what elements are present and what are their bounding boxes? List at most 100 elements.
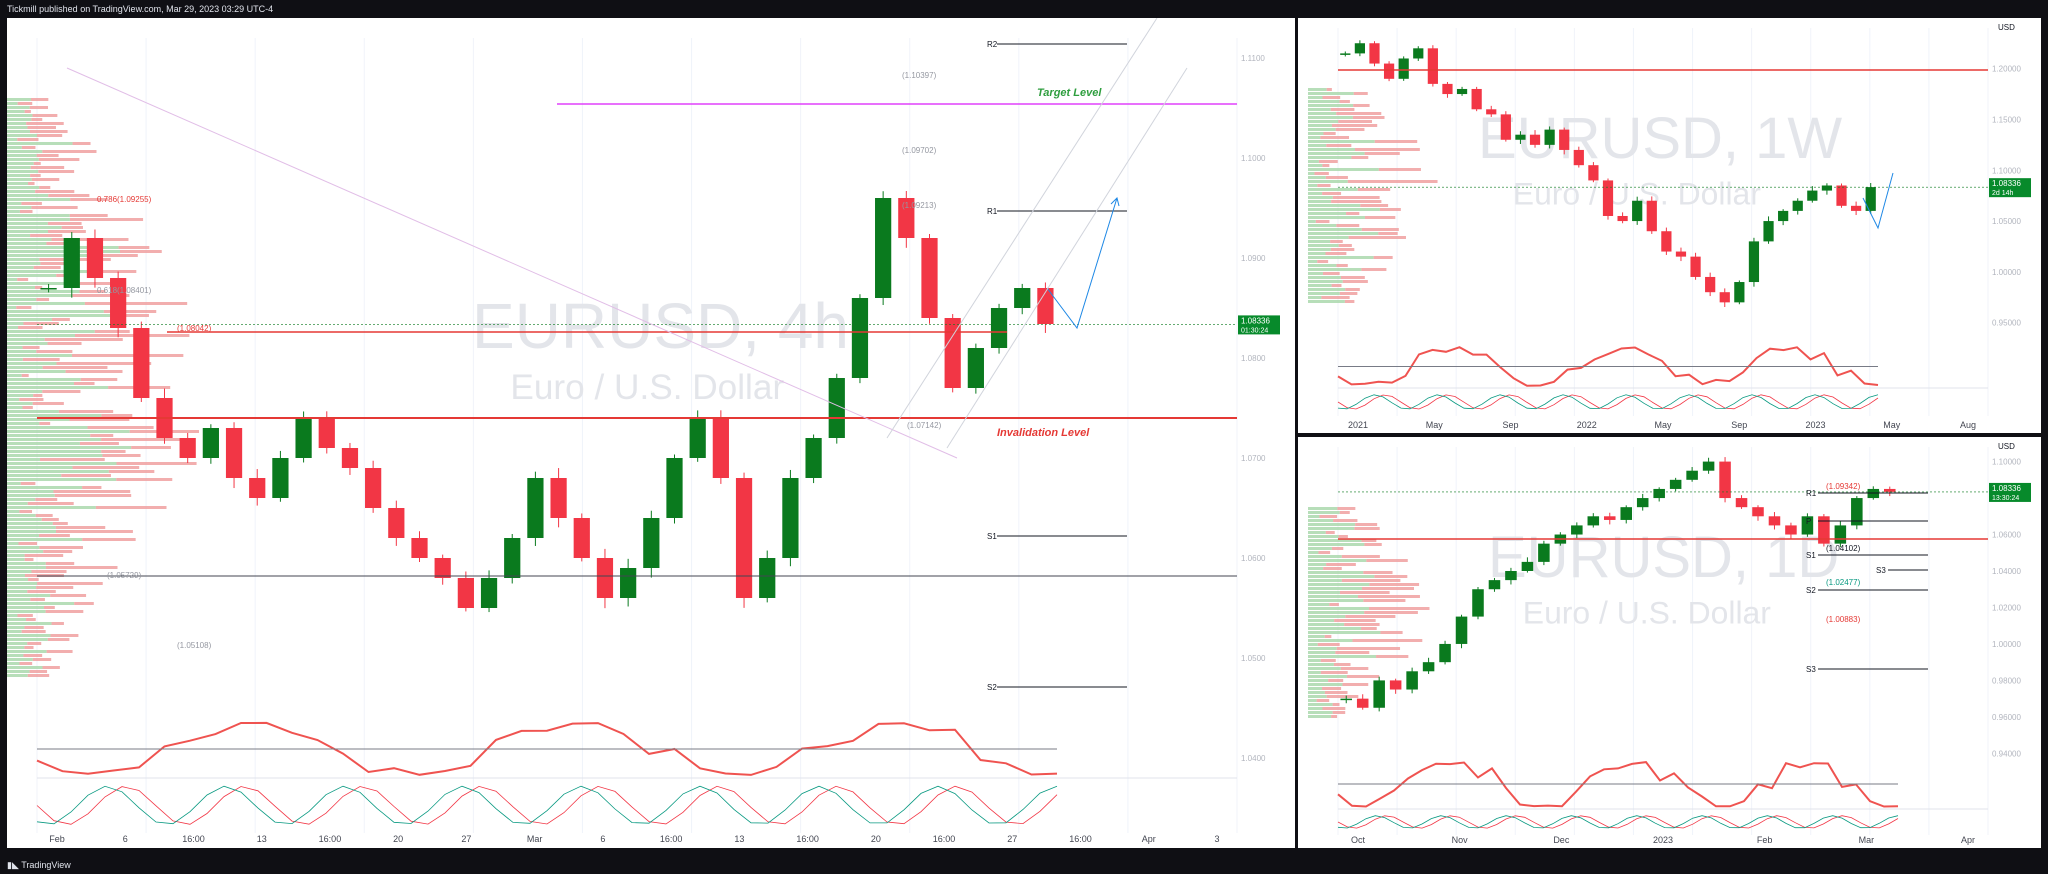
candle-body	[133, 328, 150, 398]
volume-profile-bar-down	[116, 462, 197, 465]
volume-profile-bar-up	[1308, 284, 1332, 287]
volume-profile-bar-up	[7, 518, 42, 521]
volume-profile-bar-down	[1331, 547, 1344, 550]
pivot-label: R2	[987, 40, 998, 49]
volume-profile-bar-up	[1308, 619, 1335, 622]
trendline	[66, 67, 958, 459]
fib-label: (1.09702)	[902, 146, 937, 155]
volume-profile-bar-up	[7, 606, 44, 609]
candle-body	[1602, 180, 1614, 216]
volume-profile-bar-up	[1308, 539, 1362, 542]
volume-profile-bar-up	[7, 286, 35, 289]
volume-profile-bar-down	[27, 502, 74, 505]
volume-profile-bar-up	[7, 246, 119, 249]
volume-profile-bar-up	[7, 130, 30, 133]
volume-profile-bar-up	[1308, 172, 1315, 175]
volume-profile-bar-down	[1364, 152, 1400, 155]
volume-profile-bar-up	[7, 482, 21, 485]
x-tick-label: Aug	[1960, 420, 1976, 430]
volume-profile-bar-down	[72, 294, 130, 297]
candle-body	[921, 238, 938, 318]
candle-body	[620, 568, 637, 598]
x-tick-label: Feb	[1757, 835, 1773, 845]
volume-profile-bar-up	[7, 434, 91, 437]
volume-profile-bar-up	[7, 138, 18, 141]
volume-profile-bar-up	[1308, 296, 1322, 299]
volume-profile-bar-down	[94, 330, 130, 333]
description-watermark: Euro / U.S. Dollar	[510, 368, 784, 407]
volume-profile-bar-down	[1353, 92, 1368, 95]
volume-profile-bar-up	[7, 302, 85, 305]
candle-body	[434, 558, 451, 578]
volume-profile-bar-down	[31, 206, 78, 209]
volume-profile-bar-up	[1308, 120, 1339, 123]
x-tick-label: 13	[257, 834, 267, 844]
chart-pane-1w[interactable]: EURUSD, 1W Euro / U.S. Dollar 1.20000 1.150…	[1298, 18, 2041, 433]
symbol-watermark: EURUSD, 4h	[472, 290, 849, 362]
oscillator-line	[1337, 761, 1899, 808]
volume-profile-bar-down	[51, 318, 70, 321]
volume-profile-bar-up	[7, 574, 25, 577]
x-tick-label: 2023	[1805, 420, 1825, 430]
volume-profile-bar-up	[7, 590, 28, 593]
volume-profile-bar-down	[28, 182, 35, 185]
volume-profile-bar-down	[42, 150, 97, 153]
candle-body	[1821, 185, 1833, 191]
volume-profile-bar-up	[7, 478, 117, 481]
volume-profile-bar-up	[7, 178, 32, 181]
y-tick-label: 1.0600	[1241, 554, 1266, 563]
volume-profile-bar-up	[7, 558, 25, 561]
volume-profile-bar-down	[1361, 539, 1377, 542]
volume-profile-bar-down	[26, 618, 36, 621]
volume-profile-bar-up	[7, 310, 104, 313]
volume-profile-bar-up	[7, 370, 66, 373]
volume-profile-bar-up	[7, 414, 102, 417]
volume-profile-bar-down	[1352, 116, 1385, 119]
volume-profile-bar-up	[7, 594, 51, 597]
candle-body	[1354, 43, 1365, 54]
pivot-label: S3	[1876, 566, 1886, 575]
pivot-label: P	[1806, 517, 1811, 526]
x-tick-label: 16:00	[319, 834, 342, 844]
volume-profile-bar-down	[1331, 200, 1382, 203]
volume-profile-bar-up	[1308, 643, 1318, 646]
last-price-label: 1.08336	[1241, 316, 1270, 325]
volume-profile-bar-up	[7, 290, 80, 293]
volume-profile-bar-up	[1308, 523, 1356, 526]
volume-profile-bar-down	[33, 394, 43, 397]
volume-profile-bar-up	[7, 614, 18, 617]
volume-profile-bar-up	[1308, 288, 1346, 291]
volume-profile-bar-up	[7, 190, 36, 193]
volume-profile-bar-down	[1325, 176, 1348, 179]
volume-profile-bar-up	[7, 126, 28, 129]
volume-profile-bar-up	[1308, 152, 1365, 155]
brand-label: TradingView	[21, 860, 71, 870]
volume-profile-bar-down	[69, 418, 130, 421]
candle-body	[1544, 129, 1555, 145]
fib-label: (1.02477)	[1826, 578, 1861, 587]
volume-profile-bar-up	[7, 466, 73, 469]
volume-profile-bar-down	[1345, 615, 1396, 618]
volume-profile-bar-down	[18, 326, 43, 329]
volume-profile-bar-down	[1363, 599, 1406, 602]
volume-profile-bar-down	[27, 590, 56, 593]
volume-profile-bar-up	[7, 318, 52, 321]
volume-profile-bar-up	[7, 238, 52, 241]
volume-profile-bar-down	[23, 322, 59, 325]
volume-profile-bar-down	[1321, 296, 1350, 299]
volume-profile-bar-up	[7, 630, 22, 633]
y-tick-label: 1.0800	[1241, 354, 1266, 363]
volume-profile-bar-down	[41, 518, 59, 521]
candle-body	[249, 478, 266, 498]
chart-pane-4h[interactable]: EURUSD, 4h Euro / U.S. Dollar 1.1100 1.1000…	[7, 18, 1295, 848]
volume-profile-bar-up	[1308, 100, 1340, 103]
x-tick-label: Sep	[1502, 420, 1518, 430]
volume-profile-bar-down	[19, 510, 33, 513]
volume-profile-bar-up	[1308, 531, 1326, 534]
volume-profile-bar-up	[1308, 260, 1318, 263]
volume-profile-bar-down	[80, 378, 118, 381]
volume-profile-bar-down	[50, 634, 79, 637]
volume-profile-bar-down	[24, 558, 34, 561]
candle-body	[851, 298, 869, 378]
